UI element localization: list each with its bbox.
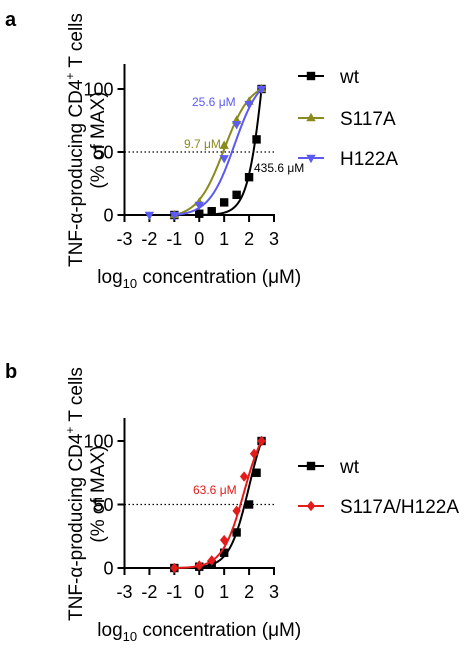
chart-panel-a: a TNF-α-producing CD4+ T cells(% of MAX) 0… [5, 9, 398, 291]
y-axis-label: TNF-α-producing CD4+ T cells [63, 367, 87, 621]
y-tick-label: 100 [83, 432, 113, 452]
x-axis-label: log10 concentration (μM) [97, 620, 301, 644]
legend-marker [306, 154, 316, 164]
x-tick-label: 1 [219, 582, 229, 602]
data-point [194, 201, 204, 211]
series-h122a [144, 85, 267, 221]
legend-item-s117a-h122a: S117A/H122A [298, 497, 459, 518]
x-tick-label: 2 [244, 229, 254, 249]
data-point [252, 468, 261, 477]
legend-item-wt: wt [298, 67, 360, 88]
data-point [252, 135, 261, 144]
x-tick-label: 0 [194, 229, 204, 249]
data-point [195, 560, 204, 571]
legend-label: S117A [340, 109, 396, 130]
x-tick-label: -3 [116, 229, 132, 249]
data-point [219, 534, 229, 546]
y-axis-label-2: (% of MAX) [88, 445, 109, 542]
legend-marker [306, 112, 316, 122]
data-point [207, 555, 216, 566]
x-axis-label: log10 concentration (μM) [97, 267, 301, 291]
legend-item-wt: wt [298, 457, 360, 478]
y-tick-label: 0 [103, 206, 113, 226]
ec50-annotation: 25.6 μM [192, 95, 236, 109]
panel-letter: b [5, 361, 17, 383]
data-point [257, 435, 266, 447]
data-point [244, 100, 254, 110]
x-tick-label: 3 [269, 582, 279, 602]
data-point [195, 209, 204, 218]
legend-item-h122a: H122A [298, 149, 398, 170]
legend-label: wt [339, 67, 360, 88]
panel-letter: a [5, 9, 17, 31]
legend-marker [306, 71, 316, 81]
x-tick-label: -2 [141, 229, 157, 249]
legend-label: S117A/H122A [340, 497, 459, 518]
data-point [232, 528, 241, 537]
y-tick-label: 100 [83, 80, 113, 100]
data-point [219, 140, 229, 149]
y-tick-label: 50 [93, 143, 113, 163]
data-point [219, 198, 229, 207]
x-tick-label: 2 [244, 582, 254, 602]
x-tick-label: -3 [116, 582, 132, 602]
data-point [169, 211, 180, 221]
x-tick-label: -2 [141, 582, 157, 602]
fit-curve [174, 440, 263, 569]
ec50-annotation: 63.6 μM [193, 483, 237, 497]
data-point [219, 155, 229, 164]
data-point [249, 448, 259, 459]
data-point [244, 173, 254, 182]
y-tick-label: 50 [93, 495, 113, 515]
x-tick-label: -1 [166, 582, 182, 602]
legend-marker [306, 461, 316, 471]
x-tick-label: 0 [194, 582, 204, 602]
x-tick-label: -1 [166, 229, 182, 249]
y-axis-label-2: (% of MAX) [88, 91, 109, 188]
legend-item-s117a: S117A [298, 109, 396, 130]
y-tick-label: 0 [103, 559, 113, 579]
fit-curve [174, 88, 263, 216]
data-point [144, 211, 155, 221]
legend-label: wt [339, 457, 360, 478]
legend-marker [306, 500, 316, 512]
series-s117a-h122a [170, 435, 266, 574]
ec50-annotation: 435.6 μM [254, 161, 304, 175]
data-point [256, 85, 267, 95]
ec50-annotation: 9.7 μM [184, 137, 221, 151]
fit-curve [174, 88, 263, 216]
data-point [219, 548, 229, 557]
data-point [244, 500, 254, 509]
y-axis-label: TNF-α-producing CD4+ T cells [63, 13, 87, 267]
x-tick-label: 3 [269, 229, 279, 249]
data-point [170, 562, 179, 574]
data-point [239, 471, 249, 482]
data-point [231, 121, 242, 130]
legend-label: H122A [340, 149, 398, 170]
data-point [232, 505, 241, 517]
chart-panel-b: b TNF-α-producing CD4+ T cells(% of MAX) 0… [5, 361, 459, 644]
data-point [232, 190, 241, 200]
data-point [207, 207, 216, 216]
x-tick-label: 1 [219, 229, 229, 249]
